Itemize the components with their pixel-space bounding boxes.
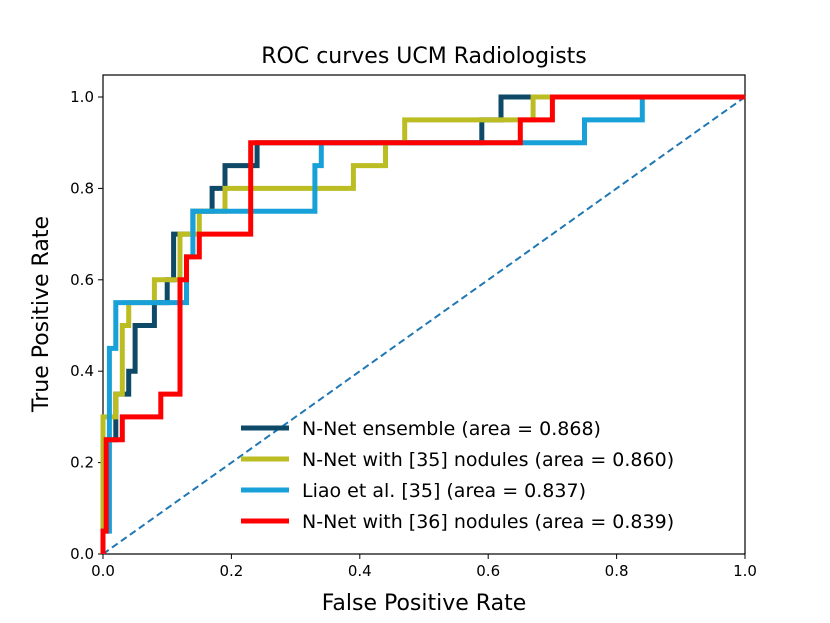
- axis-ticks: 0.0 0.2 0.4 0.6 0.8 1.0 0.0 0.2 0.4 0.6 0.8 1.0: [70, 88, 757, 580]
- plot-frame: [102, 74, 746, 555]
- x-tick-label: 0.6: [476, 562, 500, 580]
- series-line-4: [100, 94, 745, 554]
- legend: N-Net ensemble (area = 0.868) N-Net with …: [241, 418, 674, 533]
- legend-label-3: Liao et al. [35] (area = 0.837): [302, 480, 586, 502]
- x-tick-label: 1.0: [733, 562, 757, 580]
- x-tick-label: 0.8: [605, 562, 629, 580]
- series-layer: [100, 94, 746, 555]
- x-tick-label: 0.0: [91, 562, 115, 580]
- series-line-3: [100, 94, 745, 554]
- legend-label-2: N-Net with [35] nodules (area = 0.860): [302, 449, 674, 471]
- legend-label-4: N-Net with [36] nodules (area = 0.839): [302, 511, 674, 533]
- x-tick-label: 0.2: [219, 562, 243, 580]
- y-axis-label: True Positive Rate: [29, 216, 54, 413]
- legend-label-1: N-Net ensemble (area = 0.868): [302, 418, 601, 440]
- y-tick-label: 0.8: [70, 179, 94, 197]
- y-tick-label: 0.4: [70, 362, 94, 380]
- y-tick-label: 0.0: [70, 545, 94, 563]
- y-tick-label: 0.2: [70, 454, 94, 472]
- y-tick-label: 1.0: [70, 88, 94, 106]
- chart-title: ROC curves UCM Radiologists: [261, 44, 587, 69]
- y-tick-label: 0.6: [70, 271, 94, 289]
- x-tick-label: 0.4: [348, 562, 372, 580]
- x-axis-label: False Positive Rate: [322, 591, 526, 616]
